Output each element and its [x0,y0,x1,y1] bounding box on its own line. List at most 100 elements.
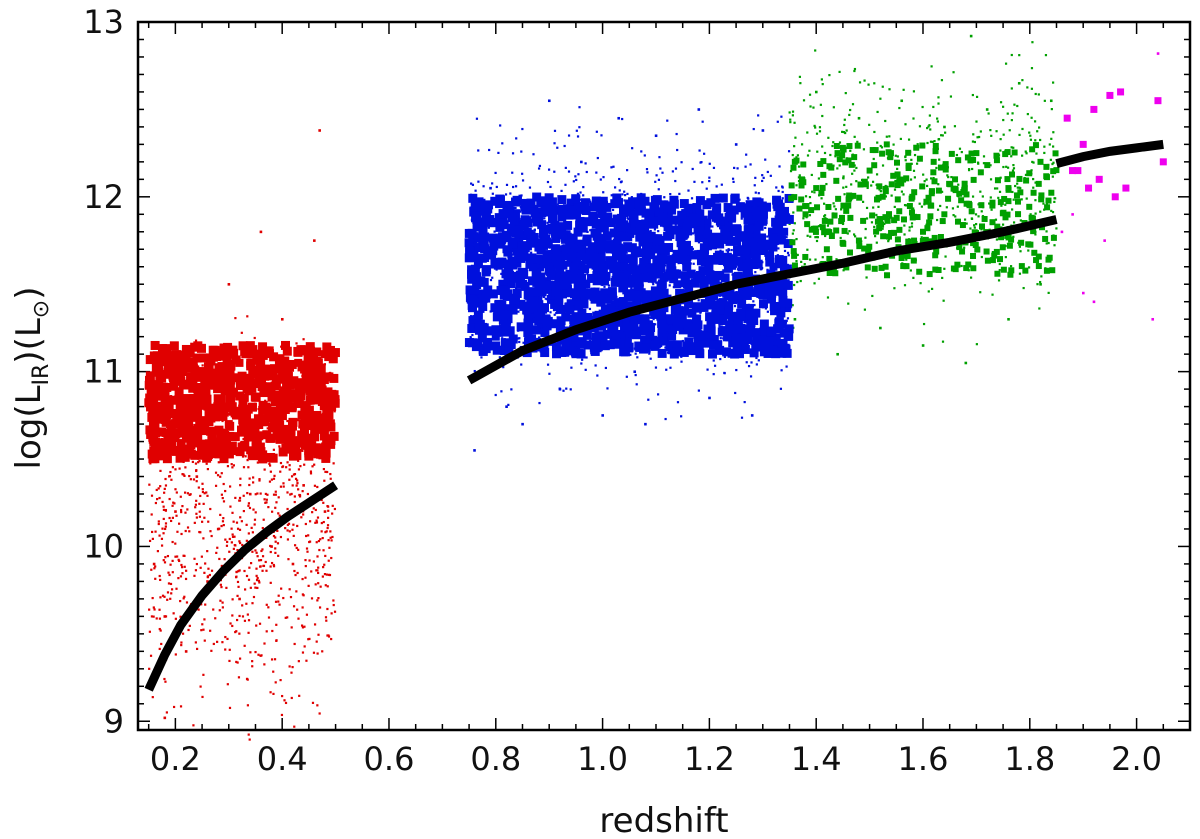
faint-point [251,660,254,663]
faint-point [998,262,1001,266]
detected-point [751,253,761,263]
detected-point [564,288,574,298]
faint-point [806,234,809,237]
faint-point [1038,307,1041,310]
faint-point [521,172,524,175]
faint-point [242,466,246,469]
faint-point [316,704,319,707]
faint-point [676,148,679,152]
faint-point [995,130,998,133]
detected-point [160,411,169,420]
detected-point [748,288,757,297]
faint-point [601,414,604,417]
detected-point [146,402,156,412]
faint-point [320,521,323,525]
faint-point [228,648,231,651]
faint-point [848,230,851,233]
faint-point [293,495,296,498]
detected-point [691,302,701,312]
faint-point [1051,175,1054,178]
detected-point [154,356,164,366]
detected-point [727,348,737,358]
detected-point [251,442,261,452]
faint-point [699,311,702,314]
faint-point [474,189,477,192]
detected-point [193,383,203,393]
faint-point [291,562,295,566]
detected-point [161,352,171,362]
faint-point [847,302,850,305]
faint-point [220,586,223,589]
detected-point [736,203,746,213]
faint-point [1019,187,1022,190]
detected-point [520,215,530,225]
faint-point [936,208,940,211]
detected-point [671,254,681,264]
detected-point [524,320,534,330]
faint-point [988,228,991,231]
detected-point [670,347,680,357]
faint-point [301,626,305,629]
faint-point [621,193,624,196]
faint-point [813,191,816,194]
detected-point [190,401,200,411]
faint-point [722,295,725,298]
detected-point [586,259,596,269]
detected-point [643,233,653,243]
detected-point [169,341,179,351]
faint-point [259,230,263,234]
faint-point [938,158,941,161]
faint-point [991,251,994,254]
faint-point [701,120,704,123]
faint-point [687,189,690,192]
faint-point [241,604,244,607]
detected-point [720,273,730,283]
detected-point [651,295,661,305]
faint-point [500,390,503,393]
faint-point [272,477,276,480]
faint-point [618,189,621,192]
detected-point [737,262,747,272]
faint-point [913,153,917,157]
faint-point [291,528,294,531]
faint-point [821,83,824,86]
detected-point [772,199,782,209]
faint-point [654,180,657,183]
faint-point [179,508,183,512]
faint-point [1021,127,1024,131]
faint-point [315,541,318,544]
faint-point [894,154,897,157]
faint-point [297,660,300,663]
faint-point [544,297,547,300]
faint-point [256,555,259,558]
detected-point [703,229,713,239]
faint-point [1055,227,1058,230]
faint-point [202,673,205,676]
detected-point [170,365,180,375]
faint-point [929,128,932,131]
detected-point [777,338,787,348]
faint-point [493,230,496,233]
faint-point [1036,283,1039,286]
detected-point [776,235,786,245]
faint-point [298,495,302,498]
detected-point [728,311,738,321]
faint-point [752,127,755,131]
faint-point [971,93,974,97]
faint-point [314,583,317,586]
detected-point [602,231,612,241]
faint-point [985,108,989,111]
faint-point [183,474,186,477]
detected-point [695,232,705,242]
faint-point [257,579,261,582]
faint-point [174,555,177,558]
detected-point [166,420,175,429]
faint-point [314,521,317,524]
detected-point [772,224,782,234]
detected-point [607,287,617,297]
faint-point [266,493,269,496]
detected-point [596,290,606,300]
faint-point [291,665,294,669]
faint-point [648,352,651,355]
faint-point [264,560,267,564]
